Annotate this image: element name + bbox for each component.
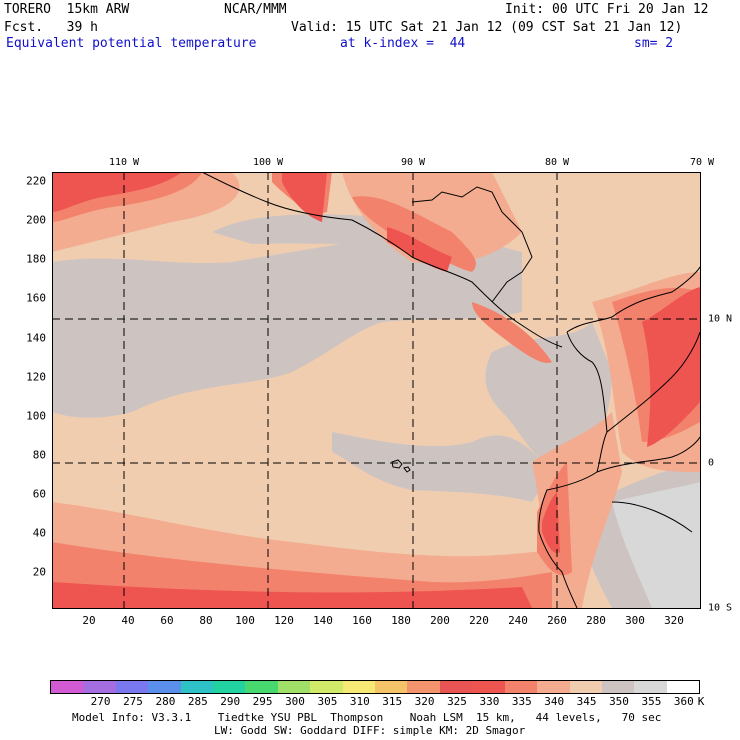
y-tick: 40 xyxy=(32,526,46,540)
x-tick: 320 xyxy=(664,614,684,627)
colorbar-label: 315 xyxy=(382,695,403,708)
colorbar-label: 340 xyxy=(544,695,565,708)
y-tick: 200 xyxy=(26,213,46,227)
model-title: TORERO 15km ARW xyxy=(4,2,130,17)
init-time: Init: 00 UTC Fri 20 Jan 12 xyxy=(505,2,709,17)
field-name: Equivalent potential temperature xyxy=(6,36,257,51)
x-tick: 300 xyxy=(625,614,645,627)
colorbar xyxy=(50,680,700,694)
colorbar-swatch xyxy=(213,681,246,693)
colorbar-swatch xyxy=(245,681,278,693)
y-tick: 100 xyxy=(26,409,46,423)
x-tick: 260 xyxy=(547,614,567,627)
lon-label-100w: 100 W xyxy=(252,157,284,168)
colorbar-swatch xyxy=(472,681,505,693)
colorbar-label: 295 xyxy=(252,695,273,708)
colorbar-label: 330 xyxy=(479,695,500,708)
colorbar-swatch xyxy=(342,681,376,693)
x-tick: 120 xyxy=(274,614,294,627)
x-tick: 100 xyxy=(235,614,255,627)
forecast-hour: Fcst. 39 h xyxy=(4,20,98,35)
colorbar-swatch xyxy=(83,681,116,693)
colorbar-label: 285 xyxy=(187,695,208,708)
colorbar-label: 275 xyxy=(123,695,143,708)
colorbar-swatch xyxy=(537,681,570,693)
colorbar-swatch xyxy=(148,681,181,693)
map-fill xyxy=(52,172,700,608)
y-tick: 180 xyxy=(26,252,46,266)
colorbar-swatch xyxy=(115,681,149,693)
colorbar-label: 350 xyxy=(609,695,629,708)
x-tick: 20 xyxy=(82,614,96,627)
colorbar-label: 335 xyxy=(511,695,532,708)
x-tick: 60 xyxy=(160,614,174,627)
colorbar-swatch xyxy=(569,681,602,693)
y-tick: 60 xyxy=(32,487,46,501)
lon-label-70w: 70 W xyxy=(689,157,715,168)
smoothing-label: sm= 2 xyxy=(634,36,674,51)
x-tick: 280 xyxy=(586,614,606,627)
colorbar-label: 280 xyxy=(155,695,176,708)
x-tick: 80 xyxy=(199,614,213,627)
colorbar-swatch xyxy=(310,681,343,693)
colorbar-label: 270 xyxy=(90,695,111,708)
lon-label-80w: 80 W xyxy=(544,157,570,168)
valid-time: Valid: 15 UTC Sat 21 Jan 12 (09 CST Sat … xyxy=(291,20,683,35)
colorbar-swatch xyxy=(601,681,635,693)
level-label: at k-index = 44 xyxy=(340,36,466,51)
x-tick: 180 xyxy=(391,614,411,627)
x-tick: 220 xyxy=(469,614,489,627)
colorbar-swatch xyxy=(439,681,473,693)
colorbar-unit: K xyxy=(697,695,705,708)
y-tick: 160 xyxy=(26,291,46,305)
colorbar-swatch xyxy=(277,681,311,693)
colorbar-swatch xyxy=(407,681,440,693)
lat-label-10n: 10 N xyxy=(708,313,733,325)
y-tick: 20 xyxy=(32,565,46,579)
x-tick: 160 xyxy=(352,614,372,627)
colorbar-swatch xyxy=(180,681,214,693)
colorbar-swatch xyxy=(51,681,84,693)
physics-info: LW: Godd SW: Goddard DIFF: simple KM: 2D… xyxy=(214,724,526,737)
colorbar-swatch xyxy=(634,681,667,693)
epot-temperature-map xyxy=(52,172,700,608)
colorbar-swatch xyxy=(504,681,538,693)
model-info: Model Info: V3.3.1 Tiedtke YSU PBL Thomp… xyxy=(72,711,662,724)
colorbar-label: 355 xyxy=(641,695,662,708)
colorbar-swatch xyxy=(666,681,700,693)
y-tick: 80 xyxy=(32,448,46,462)
lat-label-10s: 10 S xyxy=(708,602,733,614)
colorbar-swatch xyxy=(375,681,408,693)
org-label: NCAR/MMM xyxy=(224,2,287,17)
y-tick: 220 xyxy=(26,174,46,188)
x-tick: 140 xyxy=(313,614,333,627)
lat-label-0: 0 xyxy=(708,457,715,469)
x-tick: 200 xyxy=(430,614,450,627)
x-tick: 40 xyxy=(121,614,135,627)
colorbar-label: 310 xyxy=(349,695,370,708)
colorbar-label: 300 xyxy=(285,695,305,708)
y-tick: 140 xyxy=(26,331,46,345)
colorbar-label: 320 xyxy=(414,695,435,708)
lon-label-110w: 110 W xyxy=(108,157,140,168)
x-tick: 240 xyxy=(508,614,528,627)
y-tick: 120 xyxy=(26,370,46,384)
colorbar-label: 360 xyxy=(673,695,694,708)
colorbar-label: 345 xyxy=(576,695,597,708)
colorbar-label: 290 xyxy=(220,695,241,708)
colorbar-label: 305 xyxy=(317,695,338,708)
colorbar-label: 325 xyxy=(447,695,467,708)
lon-label-90w: 90 W xyxy=(400,157,426,168)
